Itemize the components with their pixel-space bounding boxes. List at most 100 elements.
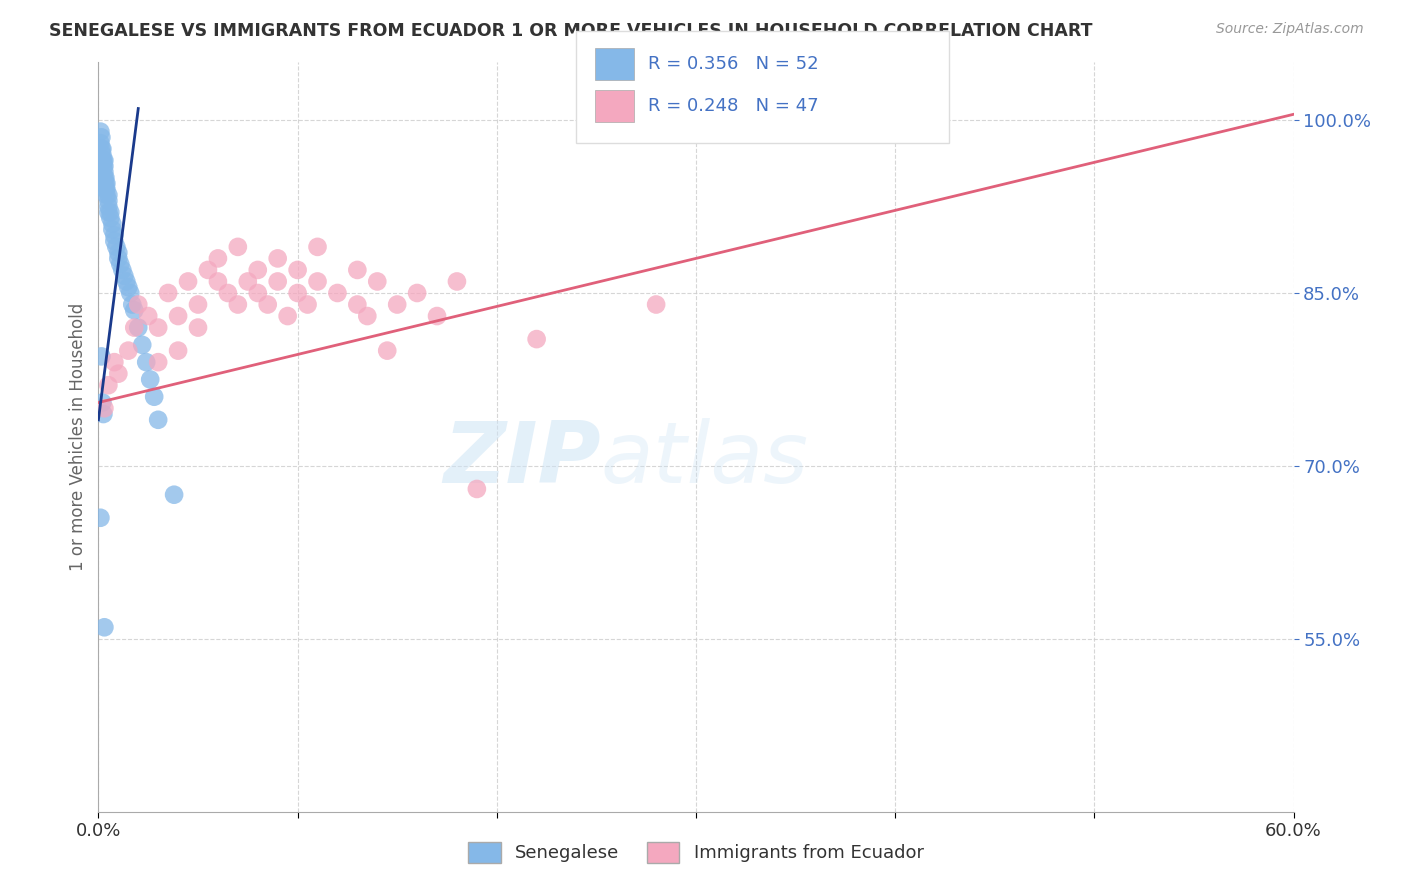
Point	[526, 332, 548, 346]
Legend: Senegalese, Immigrants from Ecuador: Senegalese, Immigrants from Ecuador	[461, 835, 931, 870]
Point	[465, 482, 488, 496]
Point	[326, 285, 349, 300]
Point	[148, 355, 170, 369]
Point	[103, 228, 125, 243]
Point	[226, 240, 249, 254]
Point	[356, 309, 378, 323]
Point	[346, 297, 368, 311]
Point	[91, 153, 114, 168]
Point	[148, 413, 170, 427]
Point	[89, 125, 111, 139]
Point	[90, 350, 112, 364]
Point	[136, 309, 159, 323]
Point	[93, 170, 115, 185]
Point	[207, 252, 229, 266]
Point	[366, 275, 388, 289]
Point	[197, 263, 219, 277]
Point	[187, 320, 209, 334]
Point	[101, 217, 124, 231]
Point	[121, 297, 143, 311]
Point	[120, 285, 142, 300]
Point	[143, 390, 166, 404]
Point	[103, 355, 125, 369]
Text: atlas: atlas	[600, 418, 808, 501]
Point	[93, 401, 115, 416]
Point	[93, 165, 115, 179]
Point	[89, 510, 111, 524]
Text: ZIP: ZIP	[443, 418, 600, 501]
Point	[127, 297, 149, 311]
Point	[93, 159, 115, 173]
Point	[124, 303, 146, 318]
Point	[117, 343, 139, 358]
Point	[346, 263, 368, 277]
Point	[97, 378, 120, 392]
Point	[112, 268, 135, 283]
Point	[101, 222, 124, 236]
Point	[246, 285, 269, 300]
Point	[226, 297, 249, 311]
Y-axis label: 1 or more Vehicles in Household: 1 or more Vehicles in Household	[69, 303, 87, 571]
Point	[89, 136, 111, 150]
Point	[93, 153, 115, 168]
Point	[287, 285, 309, 300]
Point	[446, 275, 468, 289]
Point	[91, 395, 114, 409]
Point	[148, 320, 170, 334]
Point	[96, 182, 118, 196]
Point	[94, 170, 117, 185]
Point	[93, 159, 115, 173]
Point	[645, 297, 668, 311]
Point	[177, 275, 200, 289]
Point	[107, 252, 129, 266]
Point	[267, 275, 290, 289]
Point	[307, 275, 329, 289]
Point	[287, 263, 309, 277]
Point	[187, 297, 209, 311]
Point	[406, 285, 429, 300]
Point	[111, 263, 134, 277]
Text: R = 0.356   N = 52: R = 0.356 N = 52	[648, 55, 818, 73]
Point	[375, 343, 398, 358]
Point	[98, 211, 122, 225]
Point	[135, 355, 157, 369]
Point	[107, 245, 129, 260]
Text: Source: ZipAtlas.com: Source: ZipAtlas.com	[1216, 22, 1364, 37]
Point	[207, 275, 229, 289]
Point	[97, 205, 120, 219]
Point	[246, 263, 269, 277]
Point	[103, 234, 125, 248]
Point	[115, 275, 138, 289]
Point	[297, 297, 319, 311]
Point	[94, 182, 117, 196]
Point	[96, 177, 118, 191]
Text: SENEGALESE VS IMMIGRANTS FROM ECUADOR 1 OR MORE VEHICLES IN HOUSEHOLD CORRELATIO: SENEGALESE VS IMMIGRANTS FROM ECUADOR 1 …	[49, 22, 1092, 40]
Point	[107, 367, 129, 381]
Point	[96, 188, 118, 202]
Point	[163, 488, 186, 502]
Point	[93, 407, 115, 421]
Point	[307, 240, 329, 254]
Point	[93, 153, 115, 168]
Point	[91, 147, 114, 161]
Point	[139, 372, 162, 386]
Text: R = 0.248   N = 47: R = 0.248 N = 47	[648, 97, 818, 115]
Point	[236, 275, 259, 289]
Point	[90, 142, 112, 156]
Point	[167, 343, 190, 358]
Point	[267, 252, 290, 266]
Point	[117, 280, 139, 294]
Point	[97, 194, 120, 208]
Point	[98, 205, 122, 219]
Point	[127, 320, 149, 334]
Point	[110, 257, 132, 271]
Point	[94, 177, 117, 191]
Point	[105, 240, 128, 254]
Point	[217, 285, 239, 300]
Point	[93, 620, 115, 634]
Point	[385, 297, 409, 311]
Point	[124, 320, 146, 334]
Point	[97, 200, 120, 214]
Point	[91, 142, 114, 156]
Point	[131, 338, 153, 352]
